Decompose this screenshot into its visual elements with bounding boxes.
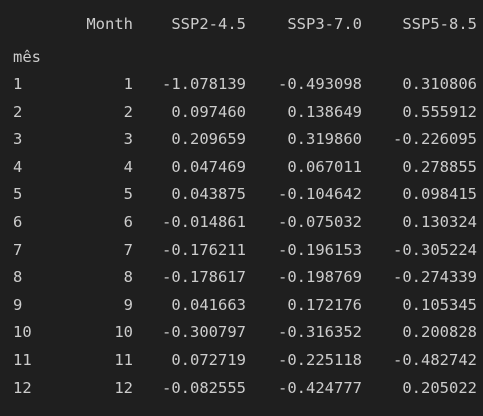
cell-ssp3-7-0: 0.172176 bbox=[287, 295, 362, 314]
column-header-ssp2-4-5: SSP2-4.5 bbox=[171, 15, 246, 33]
table-row: 8 8 -0.178617 -0.198769 -0.274339 bbox=[0, 265, 483, 290]
cell-month: 11 bbox=[114, 351, 133, 369]
cell-ssp2-4-5: -0.178617 bbox=[162, 268, 246, 287]
cell-ssp3-7-0: -0.198769 bbox=[278, 268, 362, 287]
cell-month: 2 bbox=[123, 102, 133, 121]
cell-ssp3-7-0: 0.319860 bbox=[287, 130, 362, 149]
index-name-row: mês bbox=[0, 45, 483, 70]
cell-ssp5-8-5: -0.305224 bbox=[393, 240, 477, 259]
row-index: 8 bbox=[13, 268, 23, 287]
table-row: 11 11 0.072719 -0.225118 -0.482742 bbox=[0, 348, 483, 373]
cell-ssp2-4-5: -0.300797 bbox=[162, 323, 246, 342]
cell-month: 1 bbox=[123, 75, 133, 93]
column-header-month: Month bbox=[86, 15, 133, 33]
row-index: 3 bbox=[13, 130, 23, 149]
cell-ssp2-4-5: 0.209659 bbox=[171, 130, 246, 149]
cell-ssp5-8-5: -0.274339 bbox=[393, 268, 477, 287]
cell-ssp5-8-5: 0.200828 bbox=[402, 323, 477, 342]
cell-month: 3 bbox=[123, 130, 133, 149]
table-row: 5 5 0.043875 -0.104642 0.098415 bbox=[0, 182, 483, 207]
cell-month: 5 bbox=[123, 185, 133, 204]
cell-ssp5-8-5: 0.278855 bbox=[402, 157, 477, 176]
cell-ssp5-8-5: 0.555912 bbox=[402, 102, 477, 121]
row-index: 2 bbox=[13, 102, 23, 121]
cell-ssp5-8-5: 0.130324 bbox=[402, 213, 477, 231]
row-index: 6 bbox=[13, 213, 23, 231]
cell-ssp3-7-0: -0.196153 bbox=[278, 240, 362, 259]
cell-ssp2-4-5: 0.097460 bbox=[171, 102, 246, 121]
row-index: 10 bbox=[13, 323, 32, 342]
cell-ssp3-7-0: -0.316352 bbox=[278, 323, 362, 342]
table-row: 4 4 0.047469 0.067011 0.278855 bbox=[0, 155, 483, 180]
table-row: 1 1 -1.078139 -0.493098 0.310806 bbox=[0, 72, 483, 97]
column-header-ssp5-8-5: SSP5-8.5 bbox=[402, 15, 477, 33]
cell-ssp3-7-0: -0.075032 bbox=[278, 213, 362, 231]
cell-month: 4 bbox=[123, 157, 133, 176]
row-index: 1 bbox=[13, 75, 23, 93]
cell-ssp5-8-5: 0.098415 bbox=[402, 185, 477, 204]
cell-ssp2-4-5: 0.047469 bbox=[171, 157, 246, 176]
table-row: 6 6 -0.014861 -0.075032 0.130324 bbox=[0, 210, 483, 235]
row-index: 12 bbox=[13, 378, 32, 397]
cell-ssp5-8-5: 0.105345 bbox=[402, 295, 477, 314]
cell-ssp5-8-5: -0.482742 bbox=[393, 351, 477, 369]
row-index: 5 bbox=[13, 185, 23, 204]
table-row: 10 10 -0.300797 -0.316352 0.200828 bbox=[0, 320, 483, 345]
column-header-ssp3-7-0: SSP3-7.0 bbox=[287, 15, 362, 33]
table-row: 9 9 0.041663 0.172176 0.105345 bbox=[0, 293, 483, 318]
cell-month: 8 bbox=[123, 268, 133, 287]
header-row: Month SSP2-4.5 SSP3-7.0 SSP5-8.5 bbox=[0, 12, 483, 37]
cell-ssp3-7-0: -0.424777 bbox=[278, 378, 362, 397]
cell-ssp2-4-5: -0.014861 bbox=[162, 213, 246, 231]
cell-month: 10 bbox=[114, 323, 133, 342]
table-row: 7 7 -0.176211 -0.196153 -0.305224 bbox=[0, 238, 483, 263]
table-row: 2 2 0.097460 0.138649 0.555912 bbox=[0, 100, 483, 125]
cell-ssp3-7-0: -0.225118 bbox=[278, 351, 362, 369]
cell-ssp3-7-0: 0.138649 bbox=[287, 102, 362, 121]
cell-month: 9 bbox=[123, 295, 133, 314]
cell-month: 6 bbox=[123, 213, 133, 231]
row-index: 4 bbox=[13, 157, 23, 176]
table-row: 12 12 -0.082555 -0.424777 0.205022 bbox=[0, 376, 483, 401]
cell-ssp2-4-5: -0.082555 bbox=[162, 378, 246, 397]
cell-ssp2-4-5: 0.072719 bbox=[171, 351, 246, 369]
cell-month: 7 bbox=[123, 240, 133, 259]
cell-ssp3-7-0: -0.493098 bbox=[278, 75, 362, 93]
cell-ssp2-4-5: 0.043875 bbox=[171, 185, 246, 204]
index-name: mês bbox=[13, 48, 41, 66]
cell-ssp2-4-5: 0.041663 bbox=[171, 295, 246, 314]
row-index: 9 bbox=[13, 295, 23, 314]
cell-month: 12 bbox=[114, 378, 133, 397]
cell-ssp3-7-0: 0.067011 bbox=[287, 157, 362, 176]
row-index: 7 bbox=[13, 240, 23, 259]
row-index: 11 bbox=[13, 351, 32, 369]
cell-ssp3-7-0: -0.104642 bbox=[278, 185, 362, 204]
cell-ssp5-8-5: 0.205022 bbox=[402, 378, 477, 397]
cell-ssp2-4-5: -1.078139 bbox=[162, 75, 246, 93]
cell-ssp5-8-5: -0.226095 bbox=[393, 130, 477, 149]
cell-ssp5-8-5: 0.310806 bbox=[402, 75, 477, 93]
table-row: 3 3 0.209659 0.319860 -0.226095 bbox=[0, 127, 483, 152]
cell-ssp2-4-5: -0.176211 bbox=[162, 240, 246, 259]
